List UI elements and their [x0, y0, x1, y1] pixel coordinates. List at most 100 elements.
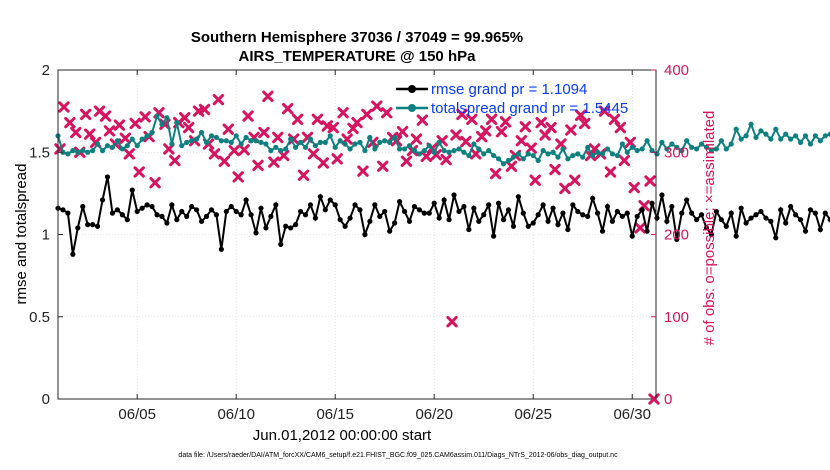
rmse-point [733, 233, 739, 239]
rmse-point [461, 203, 467, 210]
totalspread-point [486, 148, 492, 154]
obs-count-point [644, 175, 656, 187]
rmse-point [213, 212, 220, 218]
rmse-point [753, 212, 759, 218]
rmse-point [431, 200, 437, 206]
totalspread-point [822, 133, 828, 139]
legend-totalspread-marker [408, 104, 416, 112]
totalspread-point [367, 134, 373, 141]
obs-count-point [371, 100, 383, 112]
totalspread-point [446, 149, 452, 155]
obs-count-stroke [317, 157, 330, 169]
rmse-point [768, 218, 774, 224]
obs-count-point [228, 144, 240, 157]
rmse-point [253, 230, 259, 236]
obs-count-point [466, 113, 478, 126]
obs-count-stroke [396, 125, 409, 138]
totalspread-point [421, 148, 427, 154]
rmse-point [738, 205, 744, 211]
totalspread-point [763, 131, 769, 137]
obs-count-point [529, 174, 541, 186]
obs-count-point [495, 125, 508, 138]
totalspread-point [515, 151, 521, 157]
obs-count-stroke [58, 101, 70, 113]
totalspread-point [144, 133, 150, 139]
rmse-point [288, 225, 294, 231]
obs-count-point [410, 133, 423, 145]
totalspread-point [362, 148, 368, 154]
rmse-point [728, 210, 734, 216]
rmse-point [758, 208, 764, 215]
rmse-point [90, 222, 96, 228]
y2-tick-label: 200 [664, 227, 689, 244]
totalspread-point [639, 146, 645, 152]
rmse-point [268, 213, 274, 220]
obs-count-point [489, 167, 502, 180]
obs-count-stroke [357, 165, 369, 177]
rmse-point [124, 217, 130, 223]
obs-count-stroke [119, 132, 132, 144]
totalspread-point [95, 141, 101, 147]
rmse-point [817, 226, 823, 233]
rmse-point [159, 213, 165, 220]
totalspread-point [213, 134, 220, 141]
rmse-point [778, 207, 784, 213]
totalspread-point [253, 138, 259, 144]
totalspread-point [278, 148, 284, 154]
rmse-point [679, 210, 685, 216]
rmse-point [609, 218, 616, 224]
rmse-point [575, 208, 581, 215]
rmse-point [644, 228, 650, 234]
chart-title-line2: AIRS_TEMPERATURE @ 150 hPa [239, 48, 477, 65]
obs-count-point [450, 129, 462, 141]
totalspread-point [426, 143, 432, 149]
rmse-point [545, 218, 551, 224]
totalspread-point [401, 146, 408, 152]
totalspread-point [748, 121, 754, 127]
obs-count-point [133, 166, 145, 178]
rmse-point [139, 205, 145, 211]
obs-count-point [182, 121, 195, 134]
obs-count-point [604, 166, 617, 178]
obs-count-point [525, 142, 537, 154]
obs-count-stroke [83, 128, 96, 140]
obs-count-point [258, 126, 270, 139]
totalspread-point [698, 141, 705, 147]
totalspread-point [129, 136, 135, 142]
rmse-point [362, 231, 368, 238]
obs-count-stroke [410, 133, 423, 145]
rmse-point [515, 194, 521, 200]
obs-count-point [357, 165, 369, 177]
rmse-point [357, 207, 363, 213]
obs-count-stroke [624, 136, 636, 149]
obs-count-stroke [466, 113, 478, 126]
obs-count-stroke [608, 113, 621, 126]
rmse-point [198, 218, 205, 224]
obs-count-point [337, 107, 349, 119]
obs-count-stroke [598, 105, 611, 117]
obs-count-point [83, 128, 96, 140]
rmse-point [184, 213, 190, 220]
obs-count-point [446, 315, 458, 328]
rmse-point [387, 228, 393, 234]
legend-totalspread-label: totalspread grand pr = 1.5445 [431, 100, 628, 117]
totalspread-point [243, 134, 249, 141]
obs-count-stroke [208, 148, 221, 160]
obs-count-stroke [327, 121, 339, 134]
obs-count-stroke [515, 135, 528, 147]
totalspread-point [431, 149, 437, 155]
obs-count-point [351, 116, 363, 129]
totalspread-point [109, 144, 116, 150]
totalspread-point [466, 152, 472, 159]
y-tick-label: 0.5 [29, 309, 50, 326]
y-tick-label: 1 [42, 227, 50, 244]
rmse-point [505, 207, 512, 213]
totalspread-point [297, 139, 304, 145]
rmse-point [629, 233, 635, 239]
totalspread-point [550, 149, 556, 155]
obs-count-stroke [579, 117, 591, 130]
totalspread-point [307, 136, 314, 142]
rmse-point [302, 212, 309, 218]
totalspread-point [565, 156, 571, 162]
totalspread-point [119, 146, 125, 152]
